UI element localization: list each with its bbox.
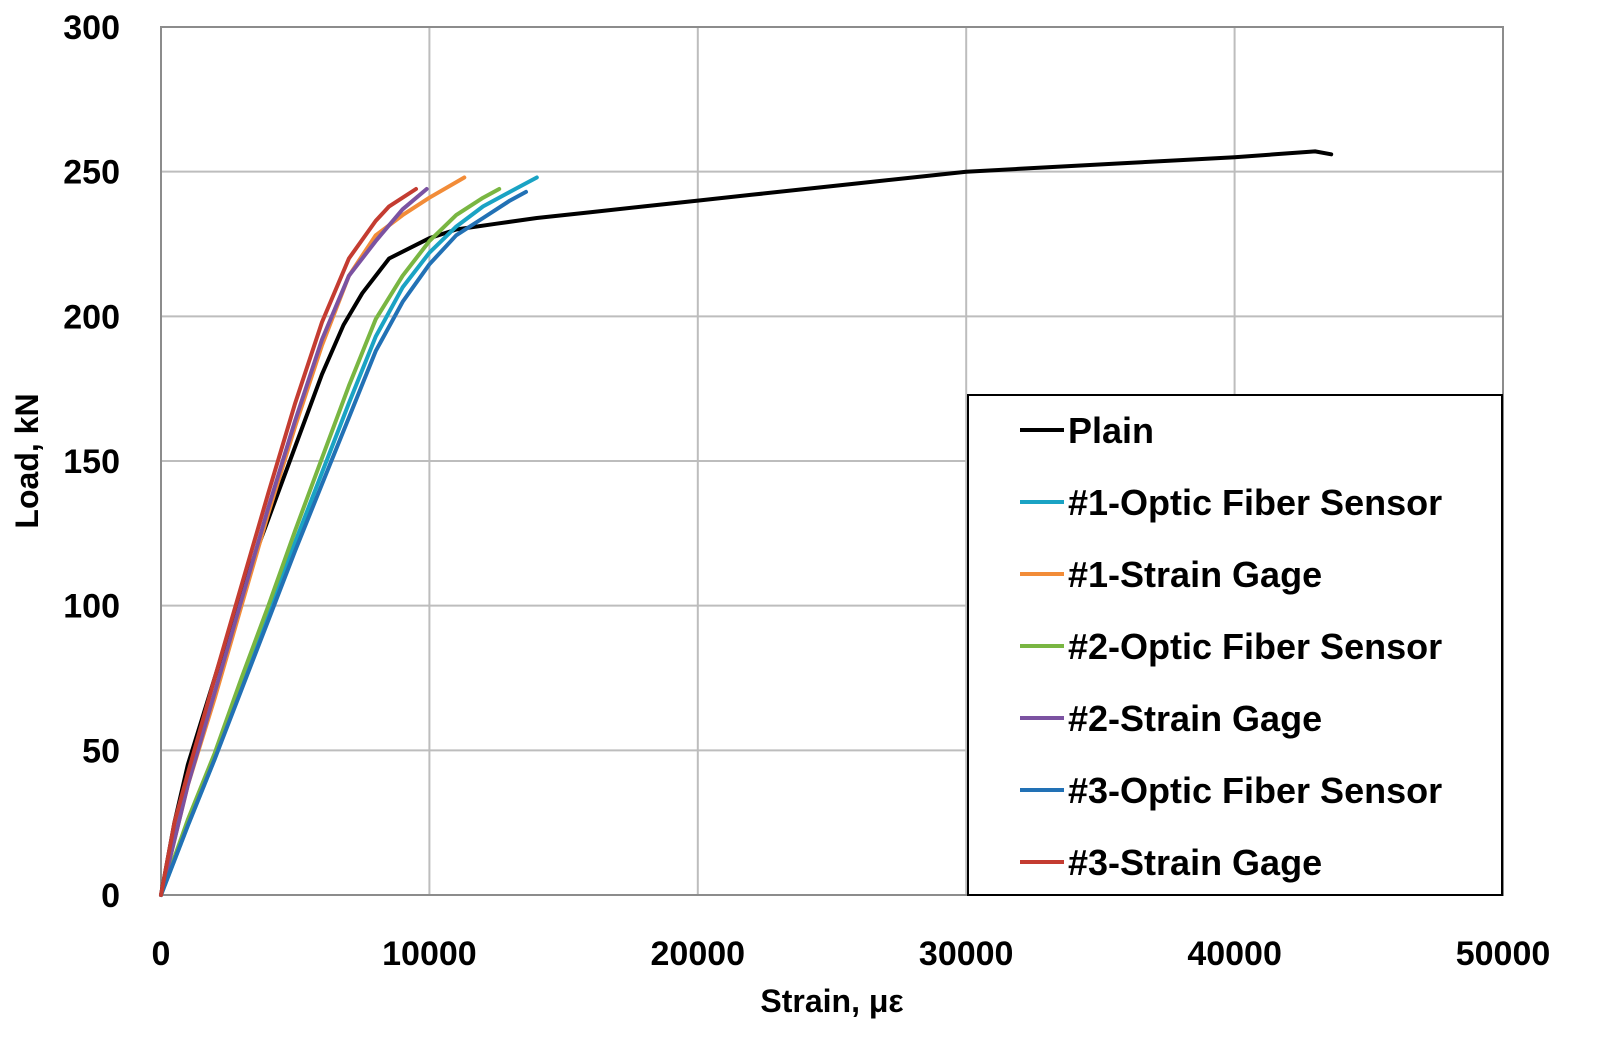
legend-label: #3-Optic Fiber Sensor xyxy=(1068,770,1442,811)
x-tick-label: 30000 xyxy=(919,935,1014,973)
x-tick-label: 20000 xyxy=(651,935,746,973)
x-tick-label: 50000 xyxy=(1456,935,1551,973)
legend-label: Plain xyxy=(1068,410,1154,451)
legend-label: #2-Optic Fiber Sensor xyxy=(1068,626,1442,667)
x-tick-label: 0 xyxy=(152,935,171,973)
y-axis-tick-labels: 0 50 100 150 200 250 300 xyxy=(63,9,120,915)
legend-label: #1-Strain Gage xyxy=(1068,554,1322,595)
y-axis-title: Load, kN xyxy=(9,393,45,528)
legend: Plain #1-Optic Fiber Sensor #1-Strain Gage… xyxy=(967,394,1503,896)
series-line-1 xyxy=(159,175,539,897)
legend-label: #2-Strain Gage xyxy=(1068,698,1322,739)
y-tick-label: 0 xyxy=(101,877,120,915)
x-tick-label: 40000 xyxy=(1187,935,1282,973)
x-axis-tick-labels: 0 10000 20000 30000 40000 50000 xyxy=(152,935,1551,973)
series-line-4 xyxy=(159,187,429,897)
y-tick-label: 200 xyxy=(63,298,120,336)
series-line-6 xyxy=(159,187,418,897)
y-tick-label: 150 xyxy=(63,443,120,481)
y-tick-label: 250 xyxy=(63,154,120,192)
legend-label: #3-Strain Gage xyxy=(1068,842,1322,883)
y-tick-label: 300 xyxy=(63,9,120,47)
series-line-3 xyxy=(159,187,502,897)
x-axis-title: Strain, με xyxy=(760,983,903,1019)
series-line-5 xyxy=(159,189,528,897)
series-line-2 xyxy=(159,175,467,897)
x-tick-label: 10000 xyxy=(382,935,477,973)
series-layer xyxy=(159,149,1334,897)
legend-label: #1-Optic Fiber Sensor xyxy=(1068,482,1442,523)
y-tick-label: 50 xyxy=(82,732,120,770)
y-tick-label: 100 xyxy=(63,588,120,626)
